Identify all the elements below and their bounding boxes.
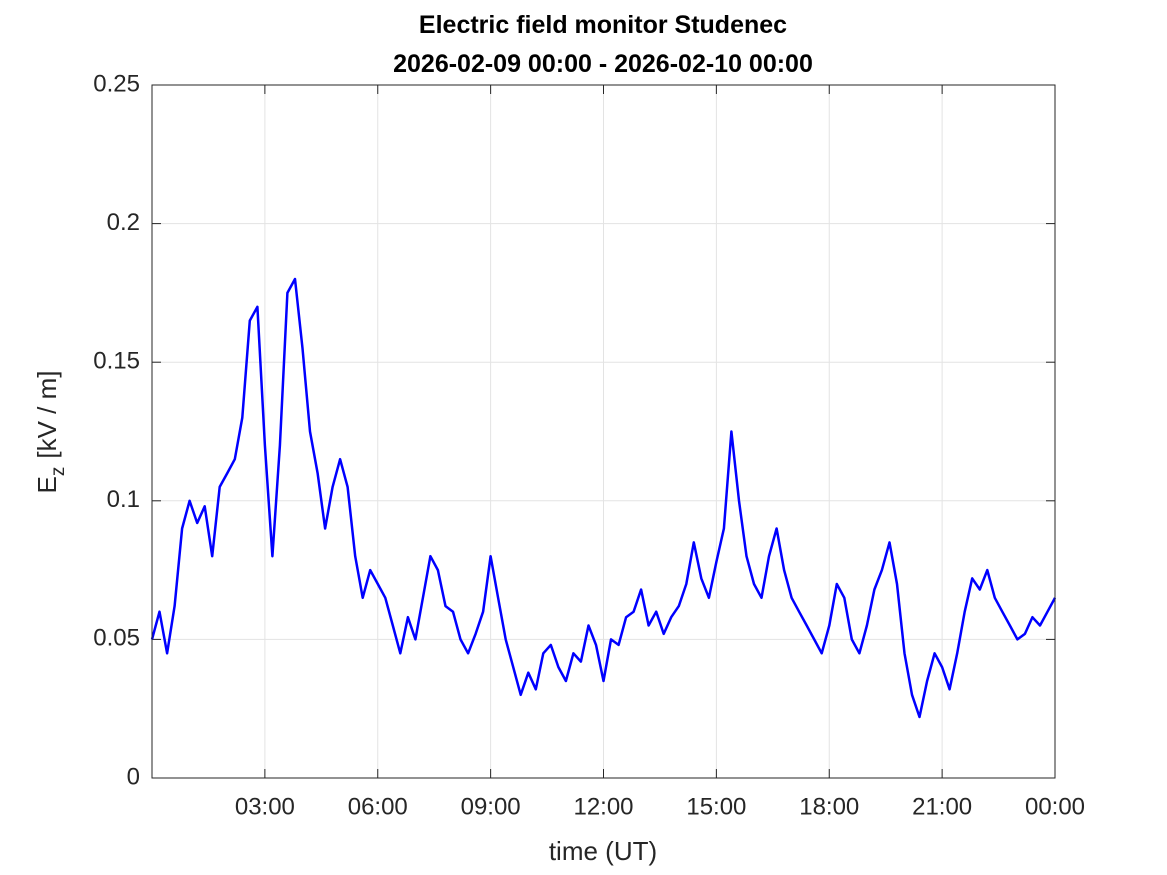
- x-tick-label: 12:00: [573, 793, 633, 820]
- y-axis-label: Ez [kV / m]: [32, 371, 69, 494]
- y-tick-label: 0.2: [107, 209, 140, 236]
- y-tick-label: 0.25: [93, 70, 140, 97]
- x-tick-label: 18:00: [799, 793, 859, 820]
- x-tick-label: 15:00: [686, 793, 746, 820]
- y-label-sub: z: [48, 467, 69, 477]
- x-tick-label: 00:00: [1025, 793, 1085, 820]
- plot-frame: [151, 84, 1056, 779]
- y-label-unit: [kV / m]: [32, 371, 62, 459]
- x-axis-label: time (UT): [549, 836, 657, 866]
- y-tick-label: 0.15: [93, 348, 140, 375]
- x-tick-label: 03:00: [235, 793, 295, 820]
- y-tick-label: 0.05: [93, 625, 140, 652]
- chart-title: Electric field monitor Studenec: [419, 11, 787, 39]
- y-tick-label: 0.1: [107, 486, 140, 513]
- x-tick-label: 06:00: [348, 793, 408, 820]
- y-tick-label: 0: [127, 763, 140, 790]
- data-line: [150, 277, 1057, 719]
- x-tick-label: 09:00: [461, 793, 521, 820]
- chart-subtitle: 2026-02-09 00:00 - 2026-02-10 00:00: [393, 50, 813, 78]
- x-tick-label: 21:00: [912, 793, 972, 820]
- y-label-base: E: [32, 476, 62, 493]
